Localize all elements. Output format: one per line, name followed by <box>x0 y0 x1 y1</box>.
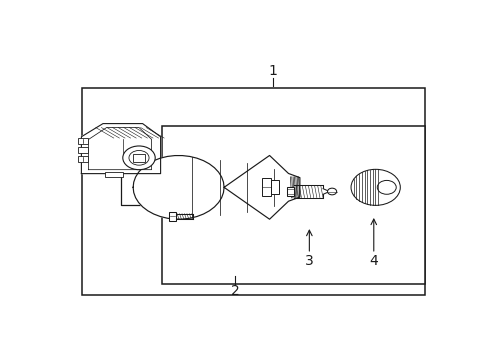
Bar <box>161 126 424 284</box>
Bar <box>78 156 87 162</box>
Text: 2: 2 <box>231 284 239 298</box>
Text: 3: 3 <box>305 254 313 268</box>
Bar <box>78 147 87 153</box>
Circle shape <box>377 180 395 194</box>
Circle shape <box>350 169 400 205</box>
Bar <box>169 212 176 221</box>
Bar <box>82 87 424 296</box>
Bar <box>262 178 271 196</box>
Polygon shape <box>133 156 299 219</box>
Bar <box>133 154 144 162</box>
Circle shape <box>129 150 149 165</box>
Polygon shape <box>322 188 329 194</box>
Text: 4: 4 <box>368 254 377 268</box>
Circle shape <box>327 188 336 195</box>
Polygon shape <box>81 123 160 174</box>
Bar <box>271 180 279 194</box>
Bar <box>286 187 294 196</box>
Bar <box>104 172 122 177</box>
Text: 1: 1 <box>268 64 277 78</box>
Polygon shape <box>88 127 151 170</box>
Circle shape <box>122 146 155 170</box>
Bar <box>78 138 87 144</box>
